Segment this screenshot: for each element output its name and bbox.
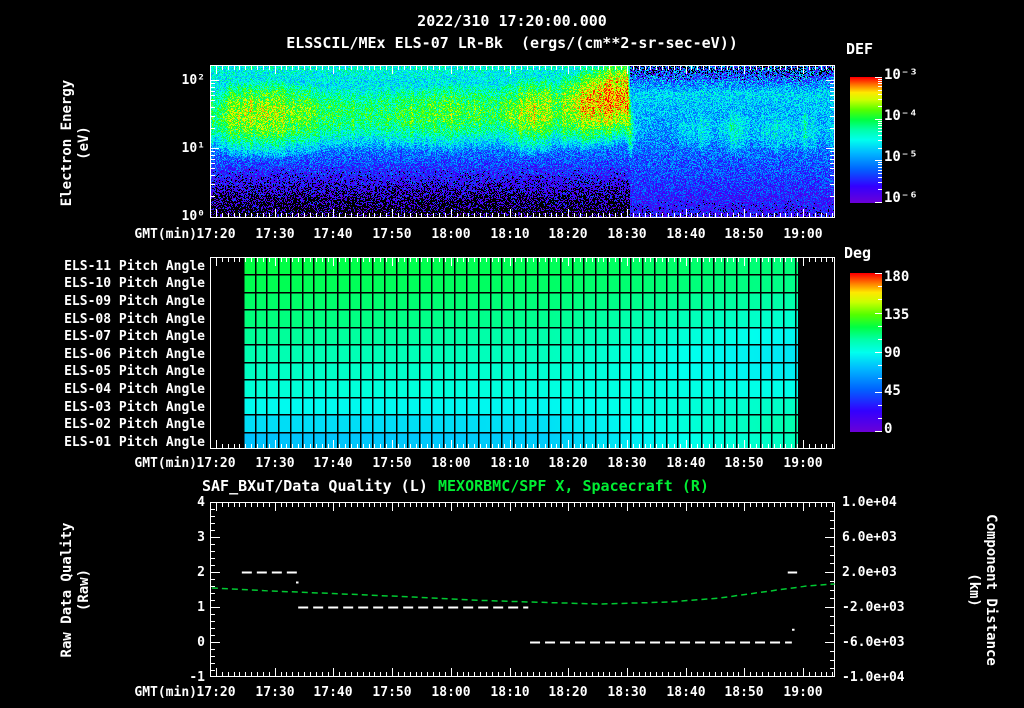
pitch-row-label-els11: ELS-11 Pitch Angle xyxy=(64,259,205,274)
xtick-label: 18:50 xyxy=(724,227,764,242)
deg-tick-135: 135 xyxy=(884,307,910,323)
pitch-row-label-els10: ELS-10 Pitch Angle xyxy=(64,276,205,291)
xtick-label: 17:20 xyxy=(196,227,236,242)
xtick-label: 17:20 xyxy=(196,685,236,700)
xtick-label: 18:40 xyxy=(666,456,706,471)
xtick-label: 18:20 xyxy=(548,227,588,242)
xtick-label: 18:30 xyxy=(607,456,647,471)
left-ytick-0: 0 xyxy=(197,635,205,650)
def-tick-1e-3: 10⁻³ xyxy=(884,67,918,83)
xtick-label: 17:30 xyxy=(255,227,295,242)
right-ytick-m2e3: -2.0e+03 xyxy=(842,600,905,615)
xtick-label: 18:20 xyxy=(548,456,588,471)
right-ytick-m6e3: -6.0e+03 xyxy=(842,635,905,650)
timestamp-title: 2022/310 17:20:00.000 xyxy=(417,12,607,30)
xtick-label: 17:30 xyxy=(255,456,295,471)
xtick-label: 19:00 xyxy=(783,227,823,242)
xtick-label: 18:50 xyxy=(724,685,764,700)
deg-tick-45: 45 xyxy=(884,383,901,399)
energy-spectrogram-canvas xyxy=(210,65,835,218)
xtick-label: 18:00 xyxy=(431,456,471,471)
right-ytick-6e3: 6.0e+03 xyxy=(842,530,897,545)
bottom-left-series-title: SAF_BXuT/Data Quality (L) xyxy=(202,477,428,495)
pitch-row-label-els08: ELS-08 Pitch Angle xyxy=(64,312,205,327)
bottom-right-series-title: MEXORBMC/SPF X, Spacecraft (R) xyxy=(438,477,709,495)
energy-ytick-100ev: 10² xyxy=(181,73,205,88)
left-ytick-3: 3 xyxy=(197,530,205,545)
gmt-axis-label-middle: GMT(min) xyxy=(134,456,197,471)
pitch-row-label-els01: ELS-01 Pitch Angle xyxy=(64,435,205,450)
energy-axis-title-line1: Electron Energy xyxy=(59,79,75,207)
pitch-row-label-els03: ELS-03 Pitch Angle xyxy=(64,400,205,415)
deg-tick-90: 90 xyxy=(884,345,901,361)
xtick-label: 18:10 xyxy=(490,227,530,242)
component-distance-axis-title-line2: (km) xyxy=(966,573,982,607)
pitch-row-label-els05: ELS-05 Pitch Angle xyxy=(64,364,205,379)
energy-ytick-1ev: 10⁰ xyxy=(181,209,205,224)
xtick-label: 18:10 xyxy=(490,456,530,471)
deg-tick-180: 180 xyxy=(884,269,910,285)
right-ytick-1e4: 1.0e+04 xyxy=(842,495,897,510)
def-tick-1e-6: 10⁻⁶ xyxy=(884,190,918,206)
pitch-row-label-els09: ELS-09 Pitch Angle xyxy=(64,294,205,309)
gmt-axis-label-bottom: GMT(min) xyxy=(134,685,197,700)
xtick-label: 18:20 xyxy=(548,685,588,700)
raw-quality-axis-title-line1: Raw Data Quality xyxy=(59,522,75,658)
component-distance-axis-title: Component Distance (km) xyxy=(965,490,999,690)
xtick-label: 18:30 xyxy=(607,227,647,242)
xtick-label: 18:00 xyxy=(431,227,471,242)
instrument-title: ELSSCIL/MEx ELS-07 LR-Bk (ergs/(cm**2-sr… xyxy=(286,34,738,52)
def-tick-1e-5: 10⁻⁵ xyxy=(884,149,918,165)
component-distance-axis-title-line1: Component Distance xyxy=(983,514,999,666)
raw-quality-axis-title: Raw Data Quality (Raw) xyxy=(59,490,93,690)
right-ytick-2e3: 2.0e+03 xyxy=(842,565,897,580)
xtick-label: 18:40 xyxy=(666,685,706,700)
right-ytick-m1e4: -1.0e+04 xyxy=(842,670,905,685)
xtick-label: 19:00 xyxy=(783,685,823,700)
xtick-label: 17:40 xyxy=(313,456,353,471)
left-ytick-4: 4 xyxy=(197,495,205,510)
xtick-label: 18:10 xyxy=(490,685,530,700)
xtick-label: 17:50 xyxy=(372,685,412,700)
def-colorbar xyxy=(850,77,882,203)
xtick-label: 18:40 xyxy=(666,227,706,242)
left-ytick-2: 2 xyxy=(197,565,205,580)
deg-tick-0: 0 xyxy=(884,421,893,437)
quality-distance-plot-canvas xyxy=(210,502,835,677)
xtick-label: 17:50 xyxy=(372,456,412,471)
energy-ytick-10ev: 10¹ xyxy=(181,141,205,156)
left-ytick-1: 1 xyxy=(197,600,205,615)
left-ytick-m1: -1 xyxy=(189,670,205,685)
xtick-label: 17:30 xyxy=(255,685,295,700)
pitch-row-label-els04: ELS-04 Pitch Angle xyxy=(64,382,205,397)
xtick-label: 17:50 xyxy=(372,227,412,242)
deg-colorbar-title: Deg xyxy=(844,244,872,262)
def-tick-1e-4: 10⁻⁴ xyxy=(884,108,918,124)
xtick-label: 19:00 xyxy=(783,456,823,471)
xtick-label: 17:40 xyxy=(313,227,353,242)
deg-colorbar xyxy=(850,273,882,432)
gmt-axis-label-top: GMT(min) xyxy=(134,227,197,242)
energy-axis-title: Electron Energy (eV) xyxy=(59,43,93,243)
xtick-label: 18:30 xyxy=(607,685,647,700)
pitch-angle-grid-canvas xyxy=(210,257,835,449)
def-colorbar-title: DEF xyxy=(846,40,874,58)
energy-axis-title-line2: (eV) xyxy=(76,126,92,160)
xtick-label: 18:50 xyxy=(724,456,764,471)
xtick-label: 17:40 xyxy=(313,685,353,700)
pitch-row-label-els07: ELS-07 Pitch Angle xyxy=(64,329,205,344)
pitch-row-label-els06: ELS-06 Pitch Angle xyxy=(64,347,205,362)
xtick-label: 18:00 xyxy=(431,685,471,700)
pitch-row-label-els02: ELS-02 Pitch Angle xyxy=(64,417,205,432)
raw-quality-axis-title-line2: (Raw) xyxy=(76,568,92,612)
xtick-label: 17:20 xyxy=(196,456,236,471)
